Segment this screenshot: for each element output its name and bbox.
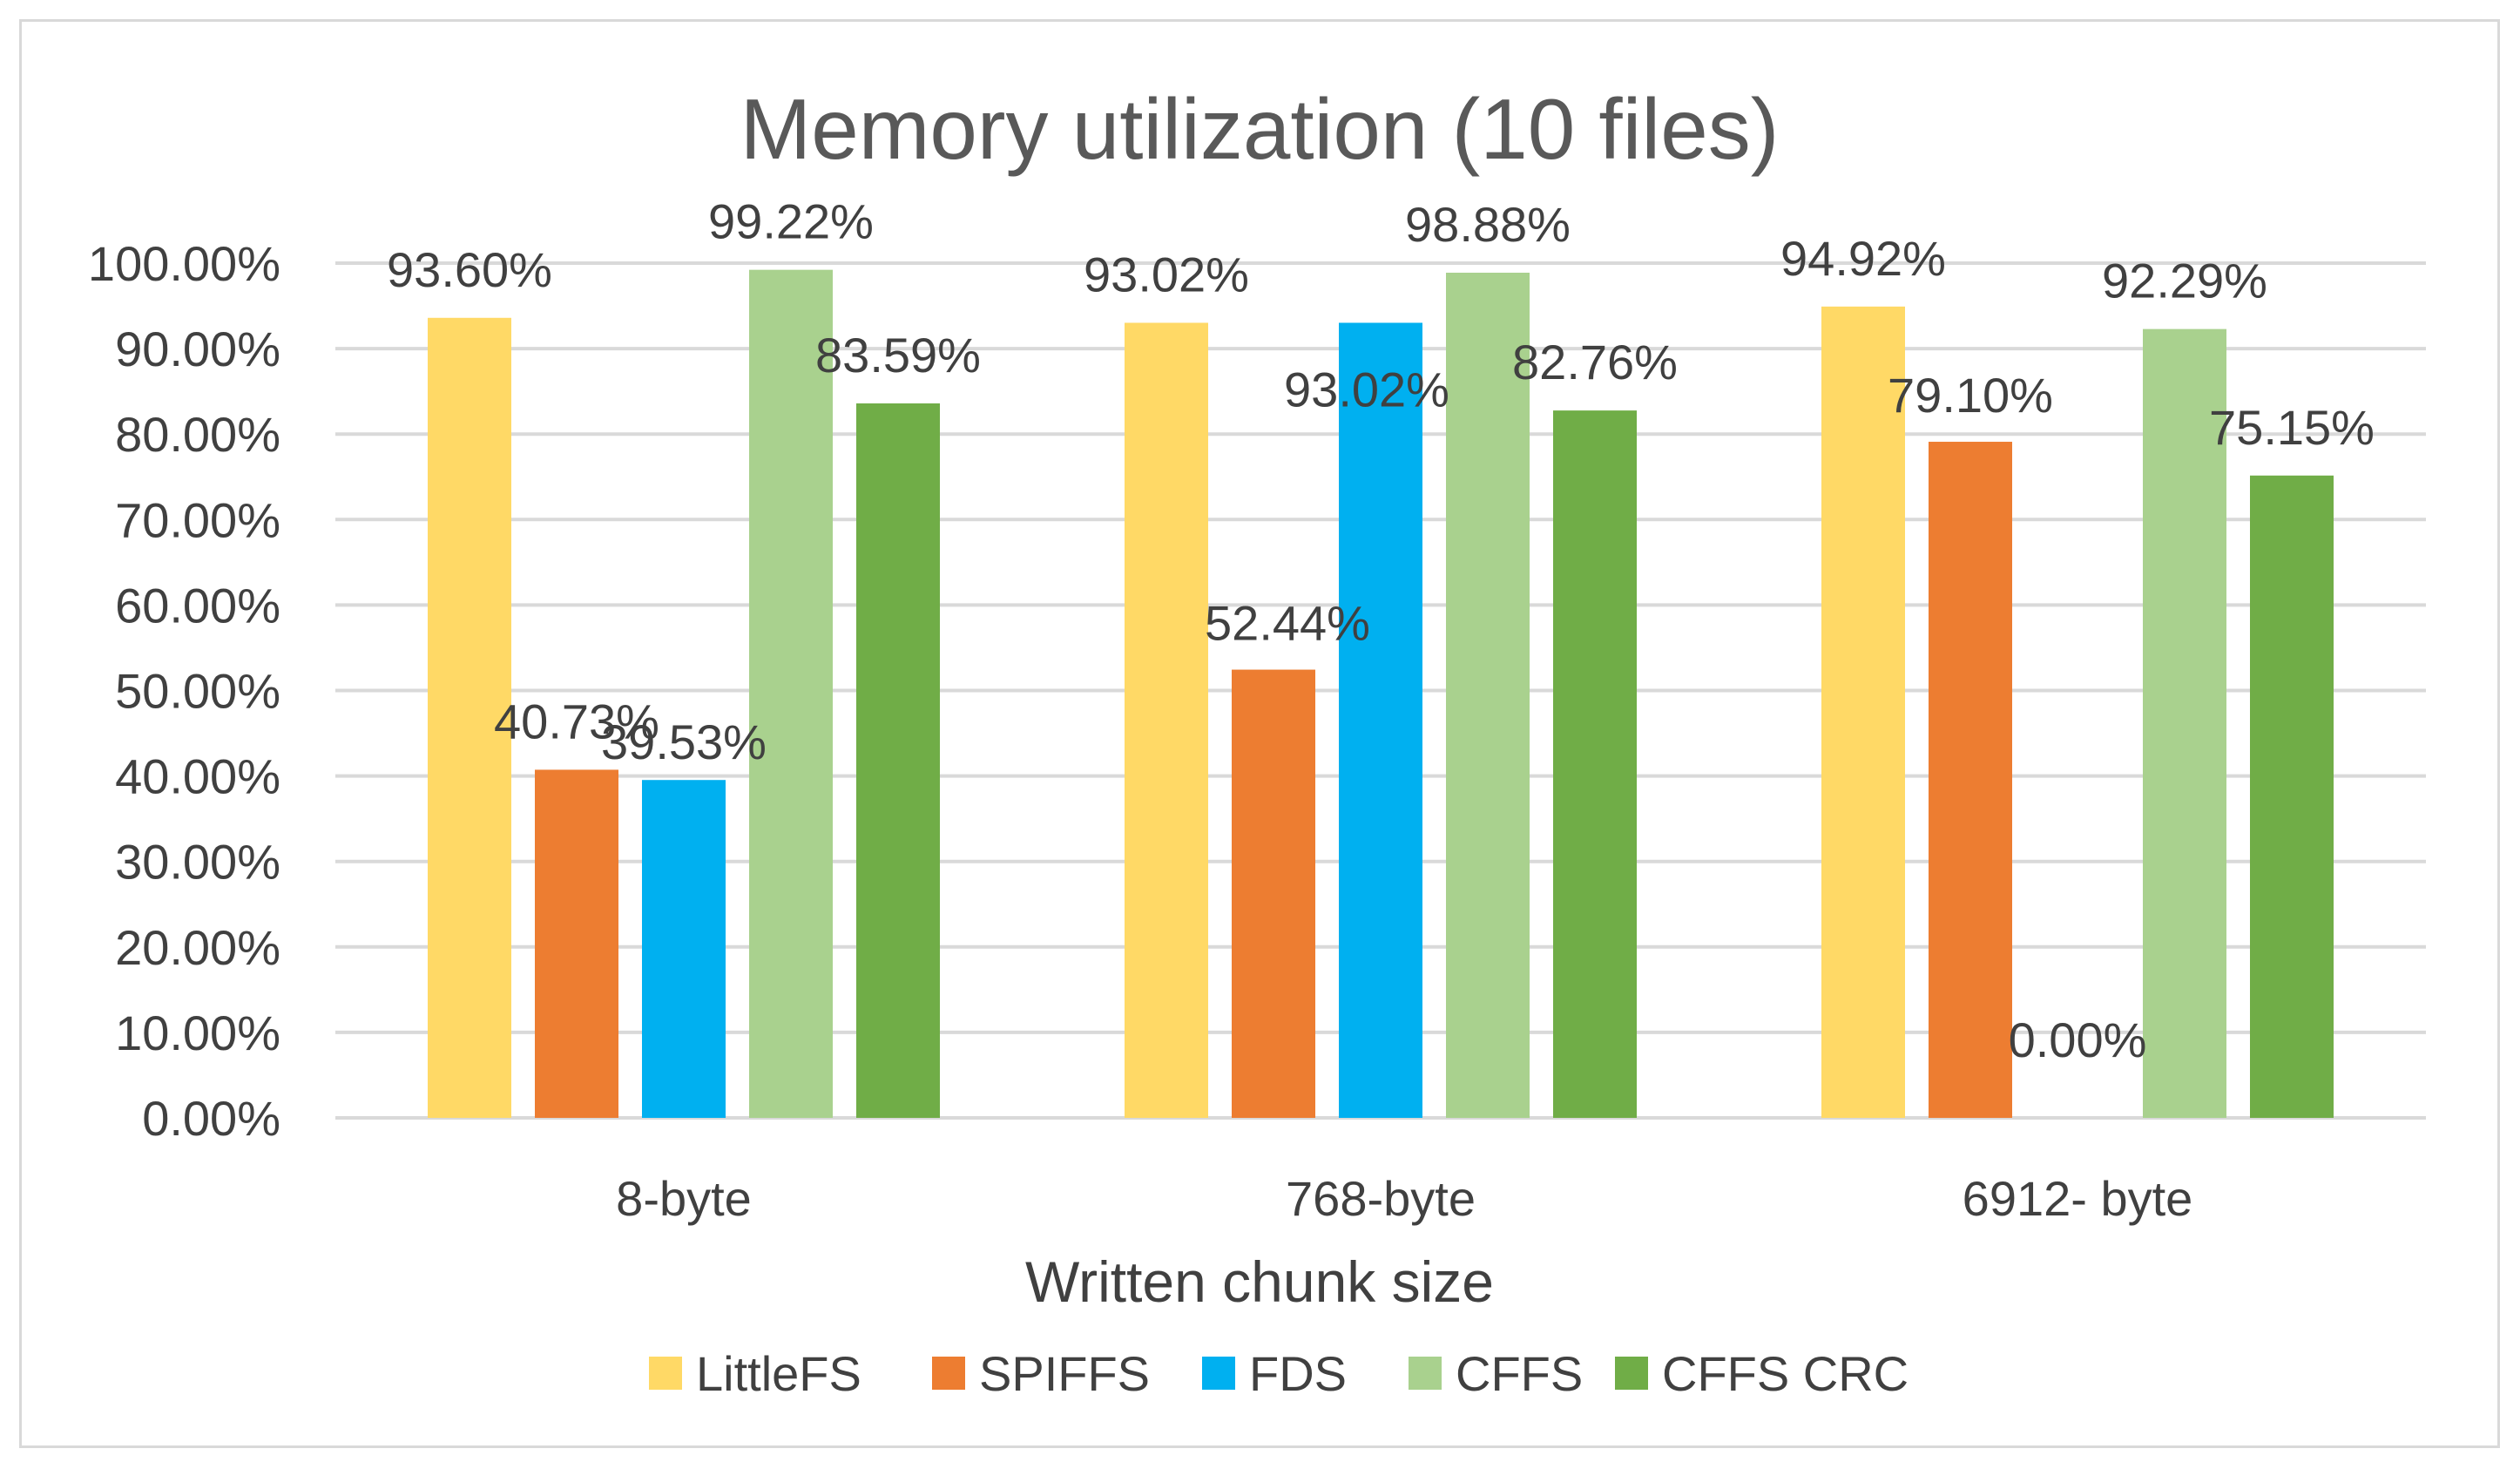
bar-cffs-crc [1553,410,1637,1118]
data-label: 82.76% [1512,335,1678,389]
y-tick-label: 0.00% [142,1091,280,1146]
x-category-label: 8-byte [616,1171,752,1226]
legend-label: FDS [1249,1346,1347,1401]
data-label: 98.88% [1405,197,1571,252]
bar-littlefs [1125,322,1208,1119]
bar-spiffs [1929,442,2012,1118]
y-tick-label: 10.00% [115,1005,280,1060]
y-tick-label: 80.00% [115,407,280,462]
data-label: 40.73% [494,694,659,748]
x-category-label: 6912- byte [1963,1171,2193,1226]
bar-spiffs [535,769,618,1118]
bar-littlefs [1821,306,1905,1118]
data-label: 93.60% [387,242,552,297]
legend-swatch [649,1357,682,1390]
data-label: 99.22% [708,194,874,249]
bar-cffs-crc [856,403,940,1119]
bar-cffs [749,269,833,1118]
data-label: 79.10% [1888,368,2053,423]
data-label: 93.02% [1284,362,1449,416]
data-label: 0.00% [2009,1012,2147,1067]
y-tick-label: 60.00% [115,578,280,633]
bar-cffs [2143,328,2226,1118]
y-tick-label: 50.00% [115,664,280,719]
legend-label: SPIFFS [979,1346,1150,1401]
bars [428,269,2334,1119]
x-axis-title: Written chunk size [1025,1249,1494,1314]
chart-title: Memory utilization (10 files) [740,81,1780,177]
y-tick-label: 30.00% [115,835,280,890]
bar-cffs-crc [2250,475,2334,1118]
data-label: 75.15% [2209,400,2375,455]
legend-swatch [1409,1357,1442,1390]
bar-fds [1339,322,1422,1119]
y-tick-label: 100.00% [88,236,280,291]
y-tick-label: 20.00% [115,920,280,975]
data-label: 39.53% [601,714,767,769]
bar-spiffs [1232,669,1315,1118]
legend-swatch [1202,1357,1235,1390]
y-tick-label: 40.00% [115,749,280,804]
bar-littlefs [428,317,511,1118]
data-label: 52.44% [1205,596,1370,651]
legend-label: CFFS CRC [1662,1346,1909,1401]
legend-label: LittleFS [696,1346,861,1401]
y-axis-ticks: 0.00% 10.00% 20.00% 30.00% 40.00% 50.00% 60.00… [88,236,280,1146]
y-tick-label: 90.00% [115,322,280,376]
x-category-label: 768-byte [1286,1171,1476,1226]
x-axis-categories: 8-byte 768-byte 6912- byte [616,1171,2192,1226]
data-label: 94.92% [1780,231,1946,286]
y-tick-label: 70.00% [115,492,280,547]
bar-cffs [1446,272,1530,1119]
legend-swatch [932,1357,965,1390]
legend: LittleFS SPIFFS FDS CFFS CFFS CRC [649,1346,1909,1401]
data-labels: 93.60% 40.73%39.53% 99.22% 83.59% 93.02% 52.4… [387,194,2375,1067]
legend-swatch [1615,1357,1648,1390]
legend-label: CFFS [1456,1346,1583,1401]
data-label: 83.59% [815,328,981,382]
data-label: 93.02% [1084,247,1249,301]
data-label: 92.29% [2102,254,2267,308]
bar-fds [642,780,726,1118]
